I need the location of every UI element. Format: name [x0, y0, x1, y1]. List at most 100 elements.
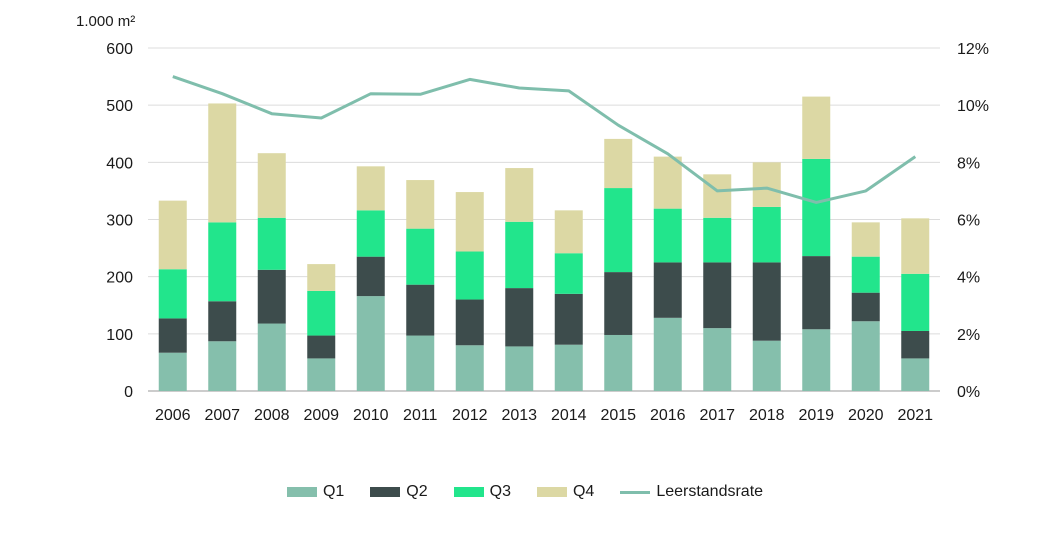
- bars: [158, 96, 930, 391]
- y-left-tick-label: 300: [106, 213, 133, 230]
- bar-q1-2016: [653, 317, 682, 391]
- bar-q4-2014: [554, 210, 583, 254]
- x-tick-label: 2017: [699, 407, 735, 424]
- legend-swatch-q2: [370, 487, 401, 497]
- bar-q3-2015: [604, 188, 633, 273]
- legend-label-q2: Q2: [406, 483, 428, 500]
- bar-q3-2016: [653, 208, 682, 263]
- bar-q3-2010: [356, 210, 385, 257]
- x-tick-label: 2020: [848, 407, 884, 424]
- bar-q1-2009: [307, 358, 336, 391]
- x-tick-label: 2011: [403, 407, 438, 424]
- y-axis-unit-label: 1.000 m²: [76, 13, 135, 30]
- bar-q3-2017: [703, 217, 732, 263]
- legend-item-q2: Q2: [364, 483, 428, 501]
- x-tick-label: 2007: [204, 407, 240, 424]
- leerstandsrate-line: [172, 75, 917, 204]
- bar-q2-2011: [406, 284, 435, 336]
- bar-q1-2006: [158, 352, 187, 391]
- x-tick-label: 2012: [452, 407, 488, 424]
- bar-q4-2012: [455, 192, 484, 252]
- bar-q4-2016: [653, 156, 682, 209]
- x-tick-label: 2014: [551, 407, 587, 424]
- bar-q3-2013: [505, 221, 534, 289]
- bar-q2-2020: [851, 292, 880, 322]
- bar-q2-2009: [307, 335, 336, 359]
- legend-item-q3: Q3: [448, 483, 511, 501]
- bar-q3-2008: [257, 217, 286, 270]
- y-right-tick-label: 6%: [957, 213, 980, 230]
- bar-q4-2011: [406, 180, 435, 229]
- y-left-tick-label: 400: [106, 155, 133, 172]
- bar-q1-2012: [455, 345, 484, 391]
- bar-q2-2008: [257, 269, 286, 324]
- x-tick-label: 2019: [798, 407, 834, 424]
- bar-q3-2007: [208, 222, 237, 302]
- bar-q1-2015: [604, 334, 633, 391]
- bar-q2-2018: [752, 262, 781, 341]
- x-tick-label: 2006: [155, 407, 191, 424]
- y-left-tick-label: 500: [106, 98, 133, 115]
- bar-q1-2008: [257, 323, 286, 391]
- bar-q2-2006: [158, 318, 187, 353]
- bar-q1-2007: [208, 341, 237, 391]
- bar-q3-2011: [406, 228, 435, 285]
- bar-q3-2021: [901, 273, 930, 331]
- legend-swatch-q1: [286, 487, 317, 497]
- y-left-tick-label: 0: [124, 384, 133, 401]
- chart-legend: Q1 Q2 Q3 Q4 Leerstandsrate: [0, 480, 1044, 504]
- bar-q4-2008: [257, 153, 286, 218]
- bar-q4-2020: [851, 222, 880, 257]
- bar-q4-2017: [703, 174, 732, 218]
- y-right-tick-label: 10%: [957, 98, 989, 115]
- y-left-tick-label: 600: [106, 41, 133, 58]
- bar-q1-2014: [554, 344, 583, 391]
- legend-label-leerstandsrate: Leerstandsrate: [656, 483, 764, 500]
- x-tick-label: 2009: [303, 407, 339, 424]
- y-left-tick-label: 100: [106, 327, 133, 344]
- x-tick-label: 2008: [254, 407, 290, 424]
- bar-q2-2021: [901, 330, 930, 359]
- bar-q1-2020: [851, 321, 880, 391]
- bar-q4-2010: [356, 166, 385, 211]
- bar-q4-2013: [505, 168, 534, 222]
- bar-q2-2012: [455, 299, 484, 346]
- bar-q3-2006: [158, 269, 187, 319]
- bar-q4-2009: [307, 264, 336, 291]
- bar-q3-2009: [307, 290, 336, 336]
- bar-q2-2007: [208, 301, 237, 342]
- bar-q4-2019: [802, 96, 831, 159]
- bar-q3-2019: [802, 158, 831, 257]
- bar-q2-2014: [554, 293, 583, 345]
- bar-q1-2017: [703, 328, 732, 391]
- bar-q1-2021: [901, 358, 930, 391]
- bar-q1-2010: [356, 296, 385, 391]
- x-tick-label: 2018: [749, 407, 785, 424]
- bar-q2-2013: [505, 288, 534, 347]
- bar-q4-2015: [604, 138, 633, 189]
- bar-q4-2021: [901, 218, 930, 274]
- x-tick-label: 2016: [650, 407, 686, 424]
- axis-ticks: 0 100 200 300 400 500 600 0% 2% 4% 6% 8% 10% 12% 2006 2…: [106, 41, 989, 424]
- bar-q3-2014: [554, 253, 583, 294]
- bar-q2-2015: [604, 272, 633, 335]
- bar-q3-2020: [851, 256, 880, 293]
- bar-q2-2017: [703, 262, 732, 329]
- legend-item-q4: Q4: [531, 483, 594, 501]
- y-right-tick-label: 0%: [957, 384, 980, 401]
- legend-swatch-q4: [536, 487, 567, 497]
- x-tick-label: 2010: [353, 407, 389, 424]
- y-right-tick-label: 8%: [957, 155, 980, 172]
- legend-item-q1: Q1: [281, 483, 344, 501]
- legend-label-q1: Q1: [322, 483, 345, 500]
- bar-q1-2018: [752, 340, 781, 391]
- bar-q4-2006: [158, 200, 187, 270]
- stacked-bar-line-chart: 1.000 m² 0 100 200 300 400 500 600 0% 2% 4% 6% 8% 10…: [76, 13, 989, 424]
- bar-q3-2018: [752, 206, 781, 263]
- bar-q4-2018: [752, 162, 781, 207]
- x-tick-label: 2013: [501, 407, 537, 424]
- legend-item-leerstandsrate: Leerstandsrate: [614, 483, 763, 501]
- bar-q1-2013: [505, 346, 534, 391]
- y-right-tick-label: 4%: [957, 270, 980, 287]
- bar-q3-2012: [455, 251, 484, 300]
